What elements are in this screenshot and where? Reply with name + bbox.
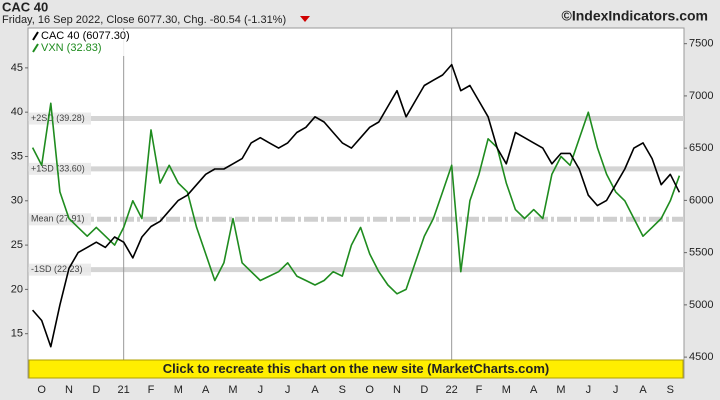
band-label: Mean (27.91) (31, 214, 85, 224)
y2-tick-label: 7500 (689, 38, 713, 50)
x-tick-label: A (311, 384, 319, 396)
band-label: +2SD (39.28) (31, 113, 85, 123)
band-label: -1SD (22.23) (31, 264, 83, 274)
y2-tick-label: 6000 (689, 194, 713, 206)
x-tick-label: M (174, 384, 183, 396)
x-tick-label: J (285, 384, 291, 396)
down-arrow (300, 16, 310, 22)
x-tick-label: J (586, 384, 592, 396)
legend-box (30, 30, 130, 56)
band-label-bg (29, 162, 91, 175)
x-tick-label: M (228, 384, 237, 396)
y-tick-label: 35 (11, 150, 23, 162)
x-tick-label: J (258, 384, 264, 396)
x-tick-label: 22 (446, 384, 458, 396)
legend-swatch (32, 31, 39, 41)
y2-tick-label: 5000 (689, 299, 713, 311)
x-tick-label: N (65, 384, 73, 396)
x-tick-label: 21 (118, 384, 130, 396)
x-tick-label: D (92, 384, 100, 396)
plot-area (27, 27, 685, 379)
source: ©IndexIndicators.com (562, 8, 708, 24)
y2-tick-label: 6500 (689, 142, 713, 154)
x-tick-label: A (202, 384, 210, 396)
y2-tick-label: 4500 (689, 351, 713, 363)
banner-bg[interactable] (28, 359, 684, 379)
x-tick-label: O (37, 384, 46, 396)
x-tick-label: A (530, 384, 538, 396)
legend-label: CAC 40 (6077.30) (41, 30, 130, 42)
x-tick-label: S (667, 384, 674, 396)
y2-tick-label: 7000 (689, 90, 713, 102)
x-tick-label: O (365, 384, 374, 396)
x-tick-label: A (639, 384, 647, 396)
y2-tick-label: 5500 (689, 247, 713, 259)
x-tick-label: F (148, 384, 155, 396)
x-tick-label: D (420, 384, 428, 396)
chart-title: CAC 40 (2, 0, 48, 14)
y-tick-label: 30 (11, 195, 23, 207)
chart-subtitle: Friday, 16 Sep 2022, Close 6077.30, Chg.… (2, 14, 286, 26)
y-tick-label: 40 (11, 106, 23, 118)
legend-swatch (32, 43, 39, 53)
x-tick-label: S (339, 384, 346, 396)
series-line (31, 102, 681, 295)
y-tick-label: 20 (11, 283, 23, 295)
x-tick-label: J (613, 384, 619, 396)
legend-label: VXN (32.83) (41, 42, 102, 54)
x-tick-label: M (502, 384, 511, 396)
band-label-bg (29, 263, 91, 276)
y-tick-label: 25 (11, 239, 23, 251)
series-line (31, 63, 681, 348)
x-tick-label: F (476, 384, 483, 396)
y-tick-label: 45 (11, 62, 23, 74)
x-tick-label: N (393, 384, 401, 396)
band-label-bg (29, 213, 91, 226)
y-tick-label: 15 (11, 328, 23, 340)
banner-link[interactable]: Click to recreate this chart on the new … (163, 361, 550, 376)
band-label-bg (29, 112, 91, 125)
x-tick-label: M (556, 384, 565, 396)
